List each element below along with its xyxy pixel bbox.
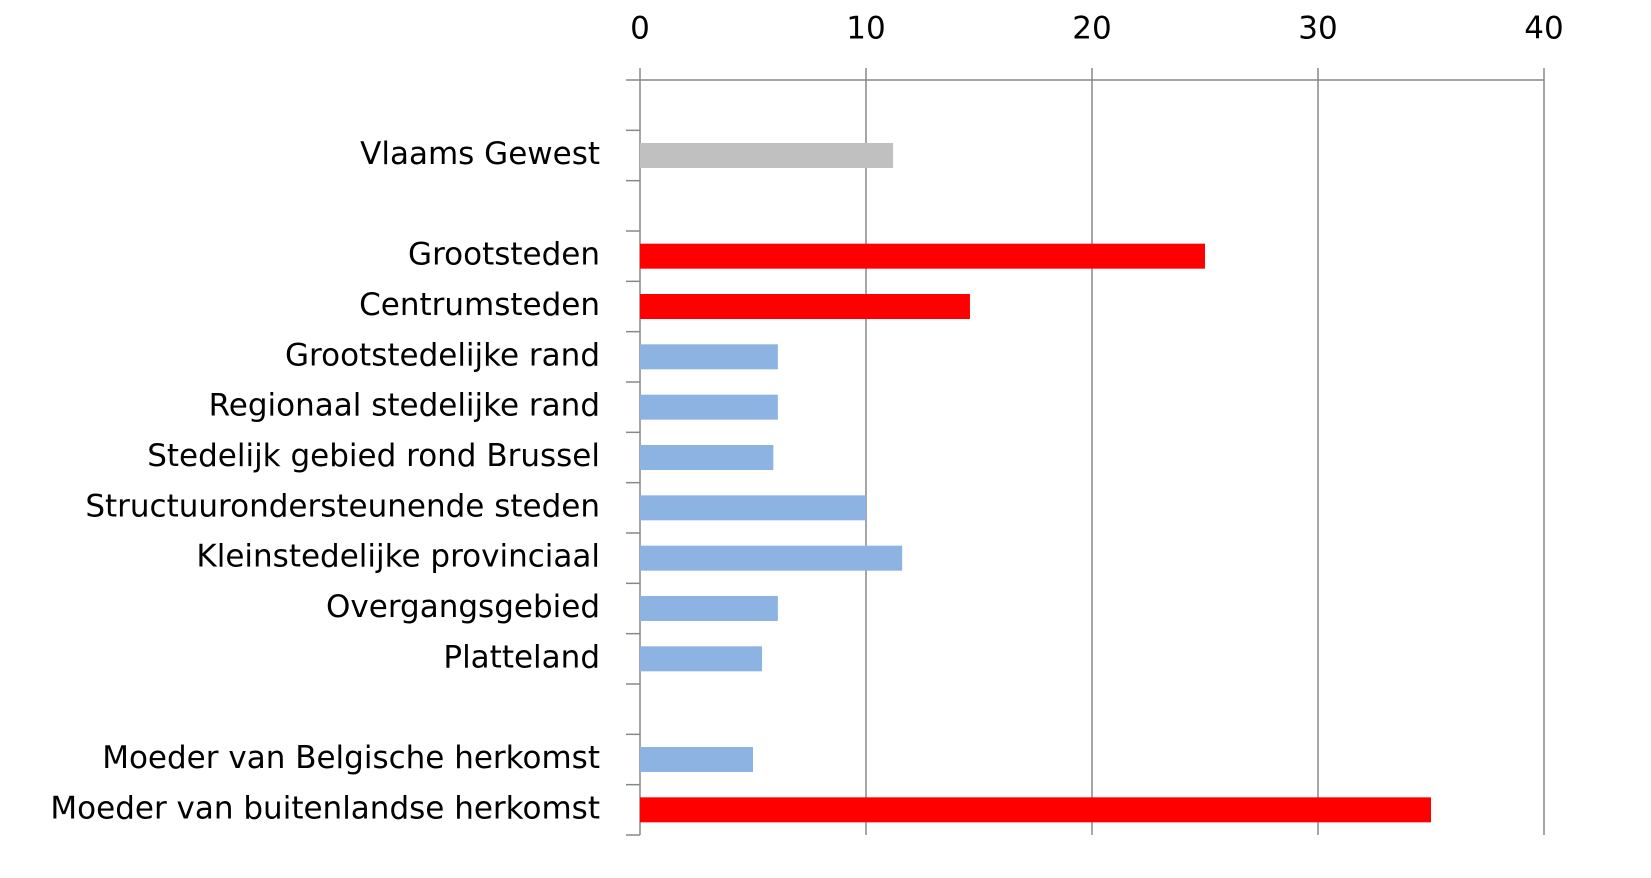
y-tick-label: Centrumsteden	[359, 287, 600, 323]
y-tick-label: Grootstedelijke rand	[285, 337, 600, 373]
y-tick-label: Platteland	[443, 639, 600, 675]
bar	[640, 747, 753, 772]
x-tick-label: 40	[1524, 11, 1563, 47]
bar	[640, 294, 970, 319]
y-tick-label: Moeder van Belgische herkomst	[102, 740, 600, 776]
bar	[640, 646, 763, 672]
y-tick-label: Overgangsgebied	[326, 589, 600, 625]
bar	[640, 495, 866, 521]
x-tick-label: 0	[630, 11, 650, 47]
x-tick-label: 20	[1072, 11, 1111, 47]
bar	[640, 797, 1431, 823]
bar	[640, 143, 894, 168]
bar	[640, 445, 774, 470]
y-tick-label: Moeder van buitenlandse herkomst	[50, 790, 600, 826]
x-tick-label: 10	[846, 11, 885, 47]
bar	[640, 545, 903, 571]
y-tick-label: Regionaal stedelijke rand	[209, 388, 600, 424]
y-tick-label: Stedelijk gebied rond Brussel	[147, 438, 600, 474]
bar	[640, 243, 1205, 269]
y-tick-label: Vlaams Gewest	[360, 136, 600, 172]
bar	[640, 394, 778, 420]
bar	[640, 596, 778, 621]
y-tick-label: Kleinstedelijke provinciaal	[196, 539, 600, 575]
y-tick-label: Grootsteden	[408, 237, 600, 273]
bar	[640, 344, 778, 370]
x-tick-label: 30	[1298, 11, 1337, 47]
y-tick-label: Structuurondersteunende steden	[85, 488, 600, 524]
